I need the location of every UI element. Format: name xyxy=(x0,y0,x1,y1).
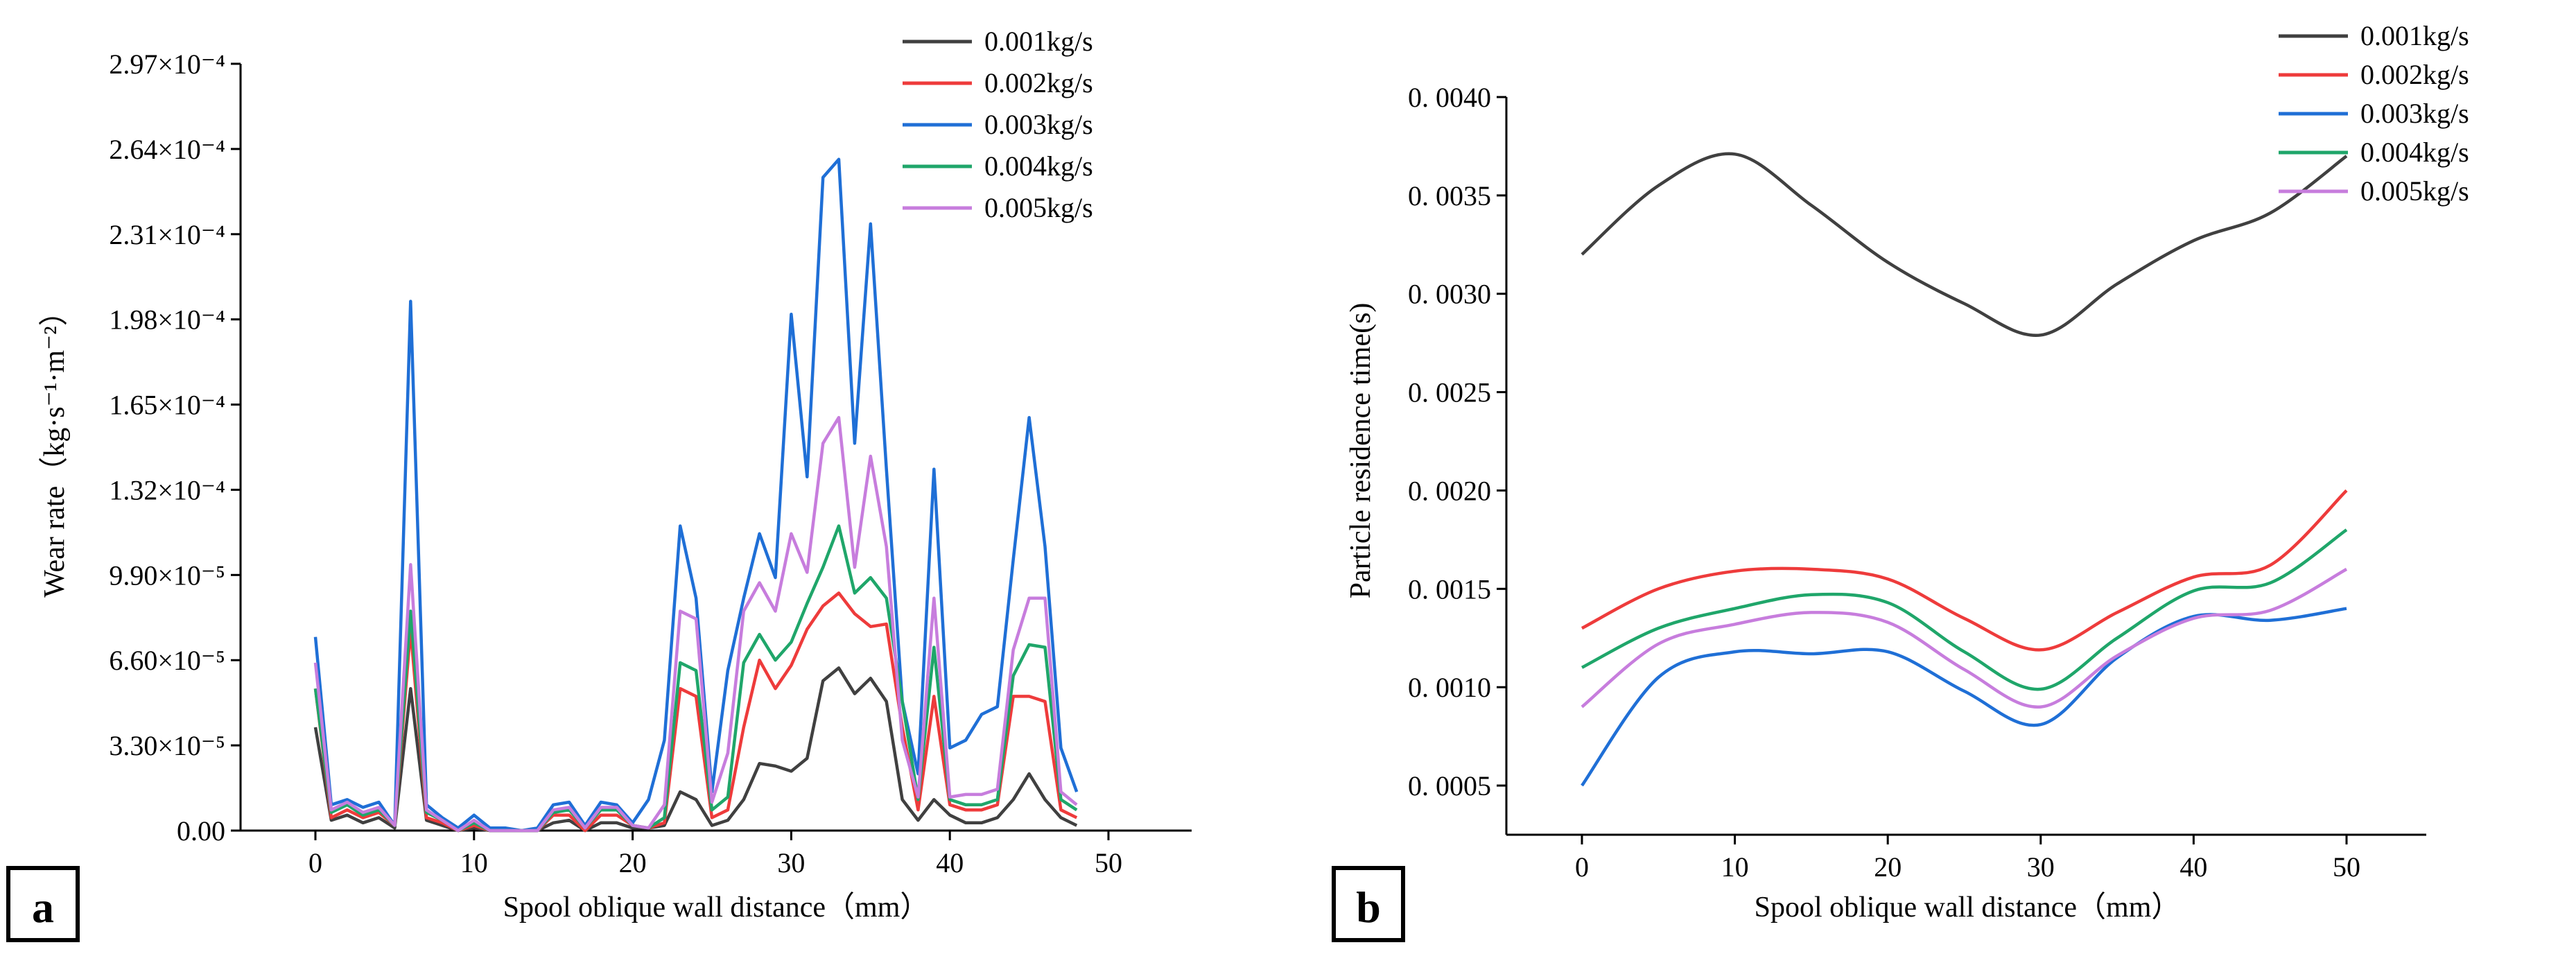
legend-label: 0.001kg/s xyxy=(984,26,1093,57)
panel-label-box xyxy=(1332,866,1405,942)
y-tick-label: 6.60×10⁻⁵ xyxy=(109,645,225,676)
legend-label: 0.004kg/s xyxy=(984,150,1093,182)
series-group xyxy=(1581,152,2348,787)
x-tick-label: 40 xyxy=(936,847,964,878)
legend: 0.001kg/s 0.002kg/s 0.003kg/s 0.004kg/s 0.00… xyxy=(2279,20,2469,207)
series-line-0001kgs xyxy=(313,666,1078,833)
y-tick-label: 9.90×10⁻⁵ xyxy=(109,559,225,591)
chart-wear-rate: 0.00 3.30×10⁻⁵ 6.60×10⁻⁵ 9.90×10⁻⁵ 1.32×10⁻⁴… xyxy=(6,26,1192,942)
x-tick-label: 50 xyxy=(2333,851,2360,883)
y-axis-label: Particle residence time(s) xyxy=(1345,303,1377,599)
y-tick-label: 3.30×10⁻⁵ xyxy=(109,730,225,761)
y-tick-label: 0.00 xyxy=(177,815,225,847)
legend: 0.001kg/s 0.002kg/s 0.003kg/s 0.004kg/s 0.00… xyxy=(903,26,1093,223)
y-tick-label: 0. 0030 xyxy=(1408,279,1491,310)
y-ticks: 0.00 3.30×10⁻⁵ 6.60×10⁻⁵ 9.90×10⁻⁵ 1.32×10⁻⁴… xyxy=(109,49,241,847)
series-line-0004kgs xyxy=(1581,528,2348,691)
series-line-0005kgs xyxy=(313,415,1078,833)
y-tick-label: 1.65×10⁻⁴ xyxy=(109,390,225,421)
x-tick-label: 10 xyxy=(1721,851,1749,883)
series-line-0004kgs xyxy=(313,524,1078,833)
x-tick-label: 50 xyxy=(1095,847,1122,878)
series-line-0002kgs xyxy=(313,591,1078,833)
y-tick-label: 0. 0025 xyxy=(1408,377,1491,408)
legend-label: 0.002kg/s xyxy=(984,67,1093,98)
y-axis-label: Wear rate（kg·s⁻¹·m⁻²） xyxy=(39,297,71,598)
series-line-0001kgs xyxy=(1581,152,2348,337)
legend-label: 0.005kg/s xyxy=(2360,175,2469,207)
x-axis-label: Spool oblique wall distance（mm） xyxy=(1755,892,2181,923)
y-tick-label: 1.32×10⁻⁴ xyxy=(109,474,225,505)
x-ticks: 0 10 20 30 40 50 xyxy=(308,831,1122,878)
legend-label: 0.005kg/s xyxy=(984,192,1093,223)
legend-label: 0.004kg/s xyxy=(2360,137,2469,168)
series-line-0003kgs xyxy=(1581,607,2347,787)
y-tick-label: 0. 0020 xyxy=(1408,475,1491,506)
legend-label: 0.003kg/s xyxy=(2360,98,2469,129)
y-tick-label: 0. 0010 xyxy=(1408,672,1491,703)
y-tick-label: 0. 0035 xyxy=(1408,180,1491,211)
x-tick-label: 30 xyxy=(777,847,805,878)
legend-label: 0.003kg/s xyxy=(984,109,1093,140)
y-tick-label: 2.31×10⁻⁴ xyxy=(109,219,225,250)
x-tick-label: 0 xyxy=(1575,851,1589,883)
panel-label: b xyxy=(1356,883,1381,932)
x-ticks: 0 10 20 30 40 50 xyxy=(1575,835,2360,883)
x-tick-label: 20 xyxy=(1874,851,1901,883)
legend-label: 0.001kg/s xyxy=(2360,20,2469,51)
series-group xyxy=(313,157,1079,833)
legend-label: 0.002kg/s xyxy=(2360,59,2469,90)
x-tick-label: 0 xyxy=(308,847,322,878)
x-axis-label: Spool oblique wall distance（mm） xyxy=(503,892,930,923)
y-tick-label: 2.64×10⁻⁴ xyxy=(109,134,225,165)
series-line-0003kgs xyxy=(313,157,1079,833)
y-tick-label: 0. 0005 xyxy=(1408,770,1491,801)
x-tick-label: 40 xyxy=(2179,851,2207,883)
x-tick-label: 30 xyxy=(2027,851,2055,883)
y-tick-label: 1.98×10⁻⁴ xyxy=(109,304,225,336)
series-line-0005kgs xyxy=(1581,568,2348,709)
series-line-0002kgs xyxy=(1581,489,2348,652)
y-tick-label: 0. 0015 xyxy=(1408,573,1491,605)
panel-label: a xyxy=(32,883,54,932)
y-tick-label: 0. 0040 xyxy=(1408,82,1491,113)
y-ticks: 0. 0005 0. 0010 0. 0015 0. 0020 0. 0025 0. 00… xyxy=(1408,82,1506,801)
chart-residence-time: 0. 0005 0. 0010 0. 0015 0. 0020 0. 0025 0. 00… xyxy=(1332,20,2469,942)
x-tick-label: 10 xyxy=(460,847,488,878)
y-tick-label: 2.97×10⁻⁴ xyxy=(109,49,225,80)
panel-label-box xyxy=(6,866,80,942)
x-tick-label: 20 xyxy=(619,847,647,878)
